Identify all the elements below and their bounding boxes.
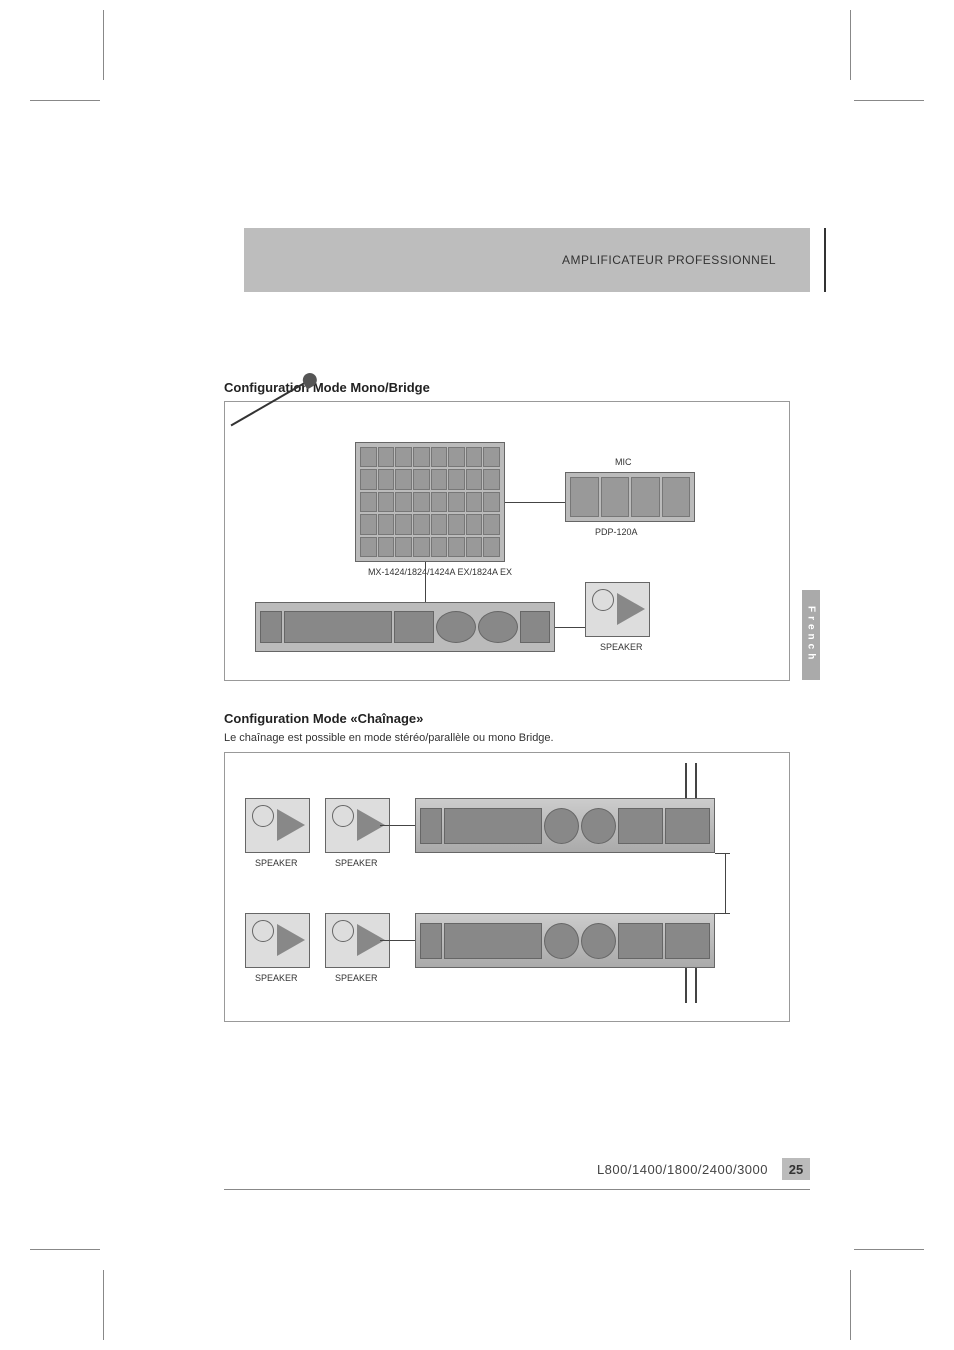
wire bbox=[505, 502, 565, 503]
wire bbox=[695, 763, 697, 798]
speaker-graphic bbox=[245, 798, 310, 853]
wire bbox=[555, 627, 585, 628]
mic-label: MIC bbox=[615, 457, 632, 467]
speaker-graphic bbox=[245, 913, 310, 968]
cropmark bbox=[30, 1249, 100, 1250]
amplifier-graphic bbox=[255, 602, 555, 652]
speaker-label: SPEAKER bbox=[600, 642, 643, 652]
section2-subtitle: Le chaînage est possible en mode stéréo/… bbox=[224, 732, 790, 744]
language-tab-label: French bbox=[806, 606, 817, 663]
wire bbox=[380, 940, 415, 941]
wire bbox=[695, 968, 697, 1003]
wire bbox=[725, 853, 726, 913]
footer-rule bbox=[224, 1189, 810, 1190]
mixer-label: MX-1424/1824/1424A EX/1824A EX bbox=[355, 567, 525, 577]
speaker-label: SPEAKER bbox=[255, 973, 298, 983]
footer-page-number: 25 bbox=[782, 1158, 810, 1180]
diagram-mono-bridge: MX-1424/1824/1424A EX/1824A EX MIC PDP-1… bbox=[224, 401, 790, 681]
header-divider bbox=[824, 228, 826, 292]
footer-models: L800/1400/1800/2400/3000 bbox=[597, 1162, 768, 1177]
language-tab: French bbox=[802, 590, 820, 680]
header-band: AMPLIFICATEUR PROFESSIONNEL bbox=[244, 228, 810, 292]
cropmark bbox=[103, 1270, 104, 1340]
amplifier-graphic bbox=[415, 913, 715, 968]
cropmark bbox=[850, 1270, 851, 1340]
cropmark bbox=[854, 1249, 924, 1250]
speaker-label: SPEAKER bbox=[255, 858, 298, 868]
cropmark bbox=[854, 100, 924, 101]
mixer-graphic bbox=[355, 442, 505, 562]
page-frame: AMPLIFICATEUR PROFESSIONNEL French Confi… bbox=[104, 100, 850, 1250]
wire bbox=[380, 825, 415, 826]
wire bbox=[425, 562, 426, 602]
speaker-label: SPEAKER bbox=[335, 858, 378, 868]
speaker-label: SPEAKER bbox=[335, 973, 378, 983]
cropmark bbox=[103, 10, 104, 80]
cropmark bbox=[30, 100, 100, 101]
wire bbox=[685, 763, 687, 798]
diagram-chainage: SPEAKER SPEAKER SPEAKER SPEAKER bbox=[224, 752, 790, 1022]
section2-title: Configuration Mode «Chaînage» bbox=[224, 711, 790, 726]
page-footer: L800/1400/1800/2400/3000 25 bbox=[597, 1158, 810, 1180]
header-title: AMPLIFICATEUR PROFESSIONNEL bbox=[562, 253, 776, 267]
wire bbox=[685, 968, 687, 1003]
amplifier-graphic bbox=[415, 798, 715, 853]
content-area: Configuration Mode Mono/Bridge MX-1424/1… bbox=[224, 380, 790, 1022]
wire bbox=[715, 913, 730, 914]
wire bbox=[715, 853, 730, 854]
speaker-graphic bbox=[585, 582, 650, 637]
player-graphic bbox=[565, 472, 695, 522]
cropmark bbox=[850, 10, 851, 80]
player-label: PDP-120A bbox=[595, 527, 638, 537]
